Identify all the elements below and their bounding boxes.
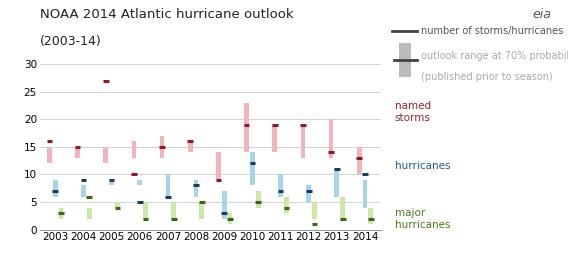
Bar	[59, 207, 64, 219]
Bar	[329, 119, 333, 158]
Text: named
storms: named storms	[395, 101, 431, 123]
Text: number of storms/hurricanes: number of storms/hurricanes	[421, 26, 563, 36]
Bar	[160, 136, 165, 158]
Text: (2003-14): (2003-14)	[40, 35, 102, 48]
Bar	[143, 202, 148, 219]
Bar	[340, 197, 345, 219]
Bar	[47, 147, 52, 163]
Bar	[228, 213, 232, 224]
Bar	[306, 186, 311, 202]
Bar	[87, 207, 91, 219]
Bar	[272, 125, 277, 152]
Bar	[300, 125, 306, 158]
Text: eia: eia	[532, 8, 551, 21]
Bar	[53, 180, 58, 197]
Bar	[362, 180, 367, 207]
Bar	[216, 152, 221, 180]
Text: NOAA 2014 Atlantic hurricane outlook: NOAA 2014 Atlantic hurricane outlook	[40, 8, 294, 21]
Text: hurricanes: hurricanes	[395, 160, 450, 171]
Text: major
hurricanes: major hurricanes	[395, 208, 450, 230]
Bar	[103, 147, 108, 163]
Bar	[188, 141, 193, 152]
Bar	[284, 197, 289, 213]
Text: outlook range at 70% probability: outlook range at 70% probability	[421, 51, 568, 61]
Bar	[312, 202, 317, 219]
Bar	[165, 174, 170, 197]
Bar	[222, 191, 227, 219]
Bar	[199, 202, 204, 219]
Bar	[256, 191, 261, 207]
Bar	[75, 147, 80, 158]
Bar	[172, 202, 176, 219]
Text: (published prior to season): (published prior to season)	[421, 72, 553, 83]
Bar	[278, 174, 283, 197]
Bar	[137, 180, 142, 186]
Bar	[115, 202, 120, 207]
Bar	[250, 152, 255, 186]
Bar	[357, 147, 362, 174]
Bar	[132, 141, 136, 158]
Bar	[335, 169, 339, 197]
Bar	[194, 180, 198, 197]
Bar	[244, 103, 249, 152]
Bar	[109, 180, 114, 186]
Bar	[369, 207, 373, 224]
Bar	[81, 186, 86, 197]
